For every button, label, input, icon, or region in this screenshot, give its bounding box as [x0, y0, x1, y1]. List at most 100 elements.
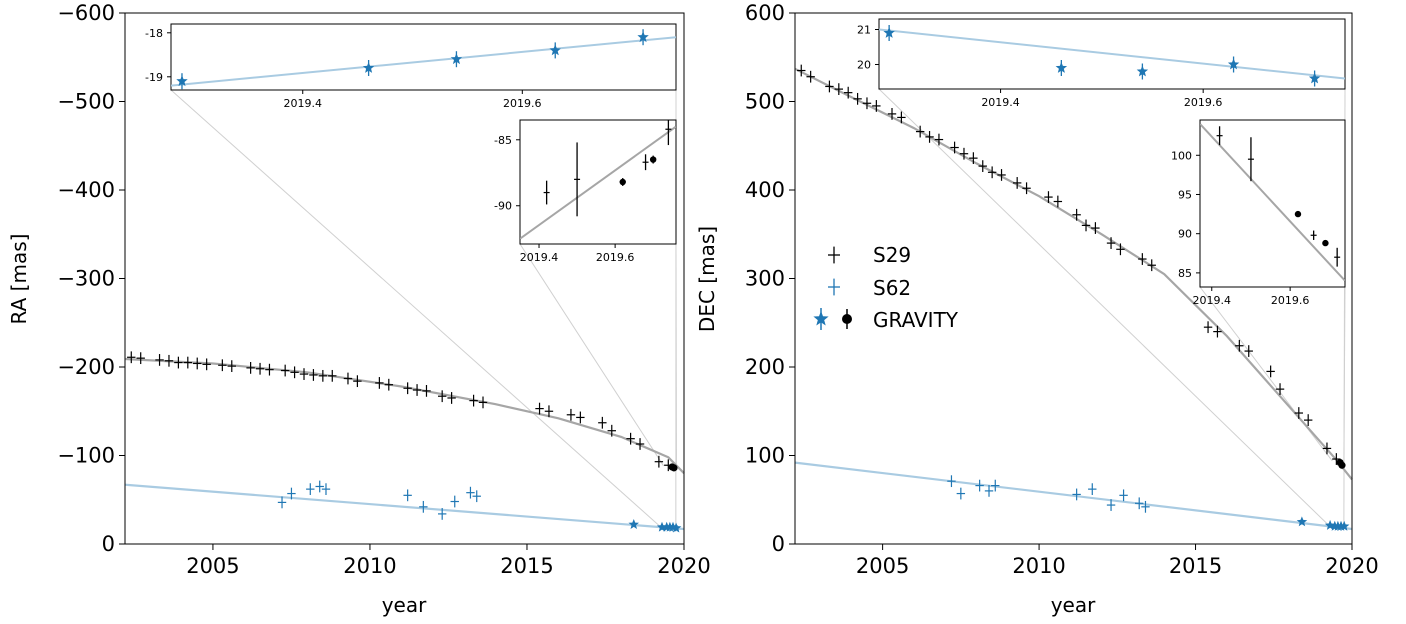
dec-s29-point — [853, 92, 862, 105]
ra-s62-point — [315, 480, 324, 493]
ra-s29-point — [447, 392, 456, 404]
ra-inset-top-content — [171, 29, 676, 90]
ra-fit-lines — [124, 357, 685, 531]
ra-y-tick-label: −200 — [57, 355, 115, 379]
ra-y-tick-label: −400 — [57, 178, 115, 202]
dec-s29-point — [1053, 195, 1063, 208]
dec-s62-point — [984, 485, 994, 497]
dec-s29-point — [1116, 243, 1125, 256]
ra-s62-point — [437, 508, 447, 520]
dec-s62-point — [1106, 499, 1116, 511]
ra-gravity-point — [670, 522, 682, 533]
dec-s29-point — [1332, 453, 1341, 465]
dec-inset-top-y-tick-label: 21 — [857, 24, 871, 37]
dec-s29-point — [1072, 208, 1081, 221]
dec-x-tick-label: 2020 — [1325, 554, 1378, 578]
dec-s62-point — [975, 479, 984, 492]
dec-s29-point — [1138, 253, 1147, 265]
dec-inset-top-y-tick-label: 20 — [857, 59, 871, 72]
ra-gravity-point — [670, 464, 678, 472]
dec-s29-point — [978, 160, 987, 172]
ra-s62-point — [466, 486, 475, 499]
ra-s29-point — [280, 364, 290, 377]
ra-s29-point — [246, 362, 255, 374]
ra-inset-bottom-dot-point — [649, 156, 657, 163]
dec-gravity-point — [1338, 461, 1346, 469]
dec-inset-bottom-connector — [1343, 286, 1346, 461]
dec-s29-point — [797, 64, 806, 77]
dec-inset-top: 2019.4 2019.6 20 21 — [857, 18, 1346, 109]
dec-s29-point — [997, 169, 1006, 181]
dec-s29-point — [887, 108, 897, 120]
dec-inset-bottom-content — [1200, 123, 1345, 282]
dec-y-tick-label: 500 — [745, 90, 785, 114]
ra-y-axis-label: RA [mas] — [7, 234, 31, 325]
dec-inset-bottom-dot-point — [1294, 210, 1302, 218]
ra-x-tick-label: 2015 — [500, 554, 553, 578]
ra-s29-point — [183, 356, 193, 369]
ra-data-marks — [127, 351, 682, 533]
dec-fit-lines — [794, 67, 1353, 531]
dec-y-tick-label: 200 — [745, 355, 785, 379]
ra-s29-point — [478, 396, 488, 409]
ra-s29-point — [255, 362, 265, 375]
dec-inset-bottom-x-tick-label: 2019.4 — [1193, 294, 1232, 307]
ra-x-tick-label: 2005 — [186, 554, 239, 578]
ra-gravity-point — [656, 521, 668, 532]
dec-s62-point — [1119, 489, 1128, 502]
dec-panel: 2005 2010 2015 2020 0 100 200 300 400 500 600 yea… — [695, 1, 1379, 617]
dec-fit-s29 — [794, 67, 1353, 481]
dec-y-ticks: 0 100 200 300 400 500 600 — [745, 1, 795, 556]
dec-inset-bottom-fit-line — [1200, 123, 1345, 282]
ra-x-axis-label: year — [382, 593, 427, 617]
dec-s29-point — [915, 125, 925, 138]
dec-inset-bottom-dot-point — [1322, 239, 1329, 247]
dec-s29-point — [806, 70, 815, 83]
ra-s29-point — [412, 384, 422, 396]
dec-s29-point — [1022, 182, 1031, 195]
ra-s62-point — [277, 496, 287, 509]
dec-s29-point — [1303, 414, 1313, 426]
ra-inset-top-y-tick-label: -18 — [145, 27, 163, 40]
dec-s29-point — [1106, 237, 1116, 249]
ra-fit-s62 — [124, 483, 685, 531]
dec-inset-bottom-y-tick-label: 100 — [1171, 149, 1192, 162]
dec-s62-point — [1072, 488, 1081, 501]
dec-s29-point — [1235, 339, 1244, 352]
ra-y-tick-label: −100 — [57, 444, 115, 468]
ra-s29-point — [422, 385, 431, 397]
dec-s29-point — [1091, 222, 1100, 234]
dec-x-ticks: 2005 2010 2015 2020 — [856, 544, 1379, 578]
ra-inset-bottom-dot-point — [619, 178, 626, 186]
dec-s29-point — [872, 100, 881, 112]
ra-plot-frame — [124, 12, 685, 545]
ra-s29-point — [227, 360, 236, 372]
ra-inset-bottom-connector — [519, 243, 665, 467]
ra-s29-point — [437, 390, 447, 403]
ra-x-tick-label: 2010 — [343, 554, 396, 578]
dec-inset-top-connector — [878, 88, 1330, 527]
dec-x-tick-label: 2010 — [1012, 554, 1065, 578]
dec-s29-point — [1266, 365, 1275, 378]
dec-s29-point — [843, 86, 853, 99]
ra-inset-bottom-fit-line — [520, 125, 676, 240]
ra-s29-point — [193, 357, 202, 370]
ra-s29-point — [544, 405, 554, 418]
dec-inset-top-fit-line — [879, 28, 1345, 80]
dec-s29-point — [1012, 177, 1022, 189]
dec-inset-top-content — [879, 25, 1345, 87]
dec-inset-bottom-connector — [1199, 286, 1333, 462]
ra-s29-point — [654, 455, 664, 468]
ra-s29-point — [403, 382, 412, 395]
ra-s29-point — [136, 352, 145, 365]
dec-s29-point — [1044, 191, 1053, 203]
ra-s29-point — [265, 363, 274, 376]
dec-s29-point — [834, 83, 844, 95]
ra-y-tick-label: −300 — [57, 267, 115, 291]
ra-s29-point — [353, 375, 362, 388]
dec-x-tick-label: 2005 — [856, 554, 909, 578]
ra-s62-point — [450, 495, 459, 508]
dec-data-marks — [797, 64, 1350, 531]
ra-s29-point — [576, 411, 585, 424]
ra-inset-bottom-x-tick-label: 2019.4 — [520, 251, 559, 264]
